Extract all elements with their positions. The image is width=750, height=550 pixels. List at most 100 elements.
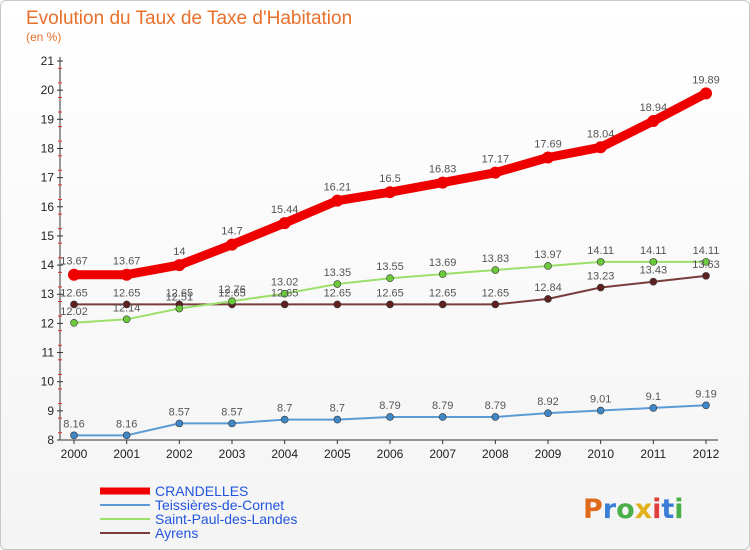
data-point bbox=[122, 431, 131, 440]
data-point bbox=[333, 300, 342, 309]
data-point bbox=[649, 258, 658, 266]
data-point bbox=[438, 413, 447, 421]
data-point bbox=[333, 415, 342, 424]
data-point bbox=[647, 115, 660, 128]
data-label: 13.35 bbox=[324, 267, 352, 279]
data-label: 14 bbox=[173, 246, 185, 258]
proxiti-logo: Proxiti bbox=[583, 494, 684, 525]
logo-letter: i bbox=[652, 494, 661, 525]
data-point bbox=[596, 406, 605, 415]
data-label: 9.1 bbox=[646, 391, 661, 403]
data-label: 13.43 bbox=[640, 265, 668, 277]
y-tick-label: 18 bbox=[41, 141, 55, 155]
data-point bbox=[280, 300, 289, 309]
data-point bbox=[278, 217, 291, 230]
data-label: 13.23 bbox=[587, 271, 615, 283]
data-point bbox=[331, 194, 344, 207]
data-label: 12.65 bbox=[376, 287, 404, 299]
x-tick-label: 2001 bbox=[113, 447, 140, 461]
x-tick-label: 2003 bbox=[219, 447, 246, 461]
data-point bbox=[594, 141, 607, 154]
x-tick-label: 2000 bbox=[61, 447, 88, 461]
data-point bbox=[175, 419, 184, 428]
data-point bbox=[70, 431, 78, 440]
data-label: 17.69 bbox=[534, 138, 562, 150]
data-point bbox=[386, 413, 394, 421]
y-tick-label: 13 bbox=[41, 287, 55, 301]
data-label: 14.7 bbox=[221, 226, 242, 238]
data-label: 12.65 bbox=[166, 287, 194, 299]
y-tick-label: 15 bbox=[41, 229, 55, 243]
data-label: 8.16 bbox=[63, 418, 84, 430]
data-label: 8.92 bbox=[537, 396, 558, 408]
data-label: 8.79 bbox=[432, 400, 453, 412]
data-labels-layer: 13.67 13.67 14 14.7 15.44 16.21 16.5 16.83 17.17… bbox=[60, 74, 720, 430]
data-point bbox=[542, 151, 554, 164]
data-point bbox=[702, 272, 710, 280]
data-point bbox=[333, 280, 342, 288]
data-label: 13.67 bbox=[60, 256, 88, 268]
y-tick-label: 20 bbox=[41, 83, 55, 97]
data-label: 13.02 bbox=[271, 277, 299, 289]
data-point bbox=[491, 413, 500, 421]
data-point bbox=[386, 274, 394, 282]
data-point bbox=[70, 300, 78, 309]
data-label: 14.11 bbox=[587, 245, 614, 257]
y-tick-label: 11 bbox=[42, 346, 55, 360]
chart-subtitle: (en %) bbox=[26, 30, 61, 44]
data-label: 12.65 bbox=[113, 287, 141, 299]
data-point bbox=[438, 300, 447, 309]
data-point bbox=[649, 404, 658, 412]
data-point bbox=[544, 262, 552, 270]
data-point bbox=[173, 259, 186, 272]
legend-label: Ayrens bbox=[155, 525, 198, 541]
data-point bbox=[122, 300, 131, 309]
data-point bbox=[436, 176, 449, 189]
data-point bbox=[491, 266, 500, 274]
data-label: 8.79 bbox=[485, 400, 506, 412]
data-label: 16.5 bbox=[379, 173, 400, 185]
data-point bbox=[491, 300, 500, 309]
data-point bbox=[228, 419, 236, 428]
data-label: 12.65 bbox=[271, 287, 299, 299]
data-label: 13.55 bbox=[376, 261, 404, 273]
data-point bbox=[70, 319, 78, 327]
data-point bbox=[122, 315, 131, 324]
x-tick-label: 2006 bbox=[377, 447, 404, 461]
data-point bbox=[700, 87, 712, 100]
data-label: 13.63 bbox=[692, 259, 720, 271]
y-tick-label: 17 bbox=[41, 171, 55, 185]
x-tick-label: 2007 bbox=[429, 447, 456, 461]
data-label: 18.04 bbox=[587, 128, 615, 140]
series-layer bbox=[68, 87, 712, 440]
data-point bbox=[649, 277, 658, 286]
data-label: 12.76 bbox=[218, 284, 246, 296]
data-point bbox=[544, 295, 552, 303]
data-label: 12.14 bbox=[113, 302, 141, 314]
data-point bbox=[226, 238, 238, 251]
data-label: 12.65 bbox=[429, 287, 457, 299]
data-point bbox=[544, 409, 552, 417]
x-tick-label: 2008 bbox=[482, 447, 509, 461]
data-point bbox=[596, 283, 605, 292]
y-tick-label: 10 bbox=[41, 375, 55, 389]
data-label: 19.89 bbox=[692, 74, 720, 86]
data-label: 17.17 bbox=[482, 154, 510, 166]
y-tick-label: 21 bbox=[41, 54, 55, 68]
data-label: 9.19 bbox=[695, 388, 716, 400]
data-label: 8.57 bbox=[221, 406, 242, 418]
data-label: 16.83 bbox=[429, 164, 457, 176]
data-label: 13.83 bbox=[482, 253, 510, 265]
logo-letter: o bbox=[616, 494, 635, 525]
legend: CRANDELLESTeissières-de-CornetSaint-Paul… bbox=[100, 483, 297, 541]
logo-letter: i bbox=[674, 494, 683, 525]
legend-label: CRANDELLES bbox=[155, 483, 248, 499]
data-label: 9.01 bbox=[590, 394, 611, 406]
logo-letter: P bbox=[583, 494, 603, 525]
data-label: 12.65 bbox=[482, 287, 510, 299]
data-label: 13.67 bbox=[113, 256, 141, 268]
data-point bbox=[280, 289, 289, 298]
data-label: 8.57 bbox=[169, 406, 190, 418]
x-tick-label: 2004 bbox=[271, 447, 298, 461]
data-label: 8.7 bbox=[277, 403, 292, 415]
